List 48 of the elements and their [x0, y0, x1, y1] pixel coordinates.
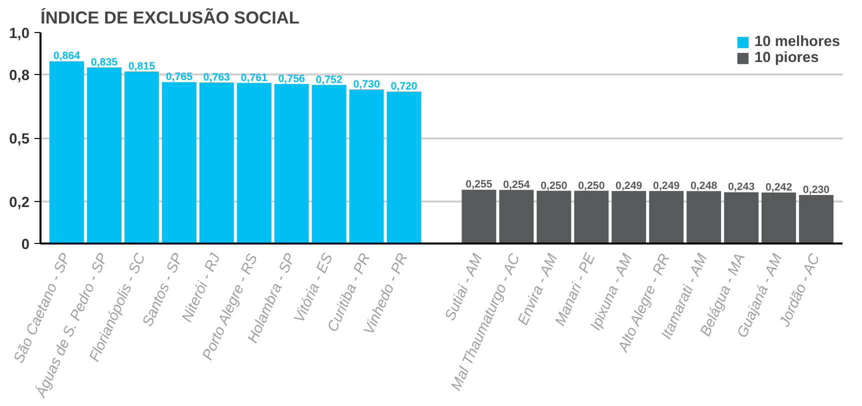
data-label: 0,242: [765, 181, 792, 194]
bar: [274, 84, 309, 244]
legend-label: 10 piores: [754, 50, 819, 66]
data-label: 0,250: [578, 180, 605, 192]
bar: [799, 194, 834, 244]
data-label: 0,730: [353, 78, 380, 90]
bar: [762, 192, 796, 244]
bar: [312, 84, 346, 244]
bar: [499, 190, 534, 244]
data-label: 0,255: [466, 178, 492, 191]
data-label: 0,815: [128, 60, 156, 73]
bar: [349, 89, 384, 244]
data-label: 0,243: [728, 181, 755, 194]
bar: [612, 190, 646, 244]
bar: [574, 190, 609, 244]
data-label: 0,250: [540, 180, 568, 192]
data-label: 0,720: [390, 80, 418, 93]
data-label: 0,864: [53, 50, 80, 62]
data-label: 0,249: [616, 180, 642, 192]
y-tick-label: 0,8: [9, 68, 30, 84]
data-label: 0,230: [802, 184, 830, 196]
bar: [386, 92, 422, 244]
bar: [686, 191, 722, 244]
data-label: 0,765: [166, 71, 193, 84]
bar: [536, 190, 572, 244]
data-label: 0,752: [316, 74, 342, 86]
bar: [124, 72, 159, 244]
data-label: 0,756: [278, 72, 305, 85]
bar: [724, 192, 759, 244]
data-label: 0,249: [653, 180, 680, 192]
bar: [86, 67, 122, 244]
y-tick-label: 0: [21, 237, 30, 253]
y-tick-label: 1,0: [9, 26, 30, 42]
y-tick-label: 0,2: [9, 194, 30, 211]
bar: [236, 82, 272, 244]
bar: [162, 82, 196, 244]
data-label: 0,254: [503, 178, 530, 191]
chart-title: ÍNDICE DE EXCLUSÃO SOCIAL: [40, 8, 300, 28]
data-label: 0,248: [690, 180, 718, 192]
bar: [199, 82, 234, 244]
bar: [49, 61, 84, 244]
legend-label: 10 melhores: [754, 34, 840, 50]
data-label: 0,761: [240, 72, 268, 84]
y-tick-label: 0,5: [9, 132, 30, 148]
data-label: 0,763: [203, 72, 230, 84]
bar: [649, 190, 684, 244]
data-label: 0,835: [90, 56, 118, 68]
bar: [462, 190, 496, 244]
